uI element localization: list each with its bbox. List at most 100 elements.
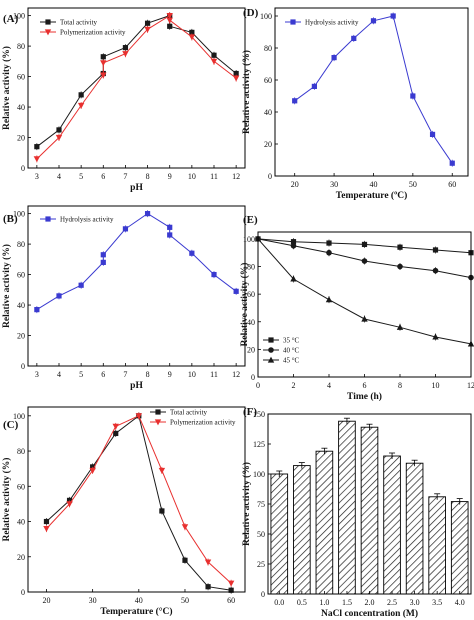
x-tick-label: 4.0: [455, 598, 465, 607]
x-tick-label: 2: [292, 381, 296, 390]
data-point: [228, 587, 234, 593]
y-tick-label: 0: [261, 590, 265, 599]
data-point: [410, 93, 416, 99]
x-tick-label: 9: [168, 172, 172, 181]
data-point: [34, 307, 40, 313]
plot-frame: [27, 205, 246, 367]
bar: [450, 501, 469, 595]
x-tick-label: 10: [188, 172, 196, 181]
series-line: [257, 238, 472, 345]
data-point: [55, 134, 63, 141]
x-tick-label: 3.0: [410, 598, 420, 607]
legend-label: Total activity: [60, 19, 98, 27]
data-point: [100, 259, 106, 265]
bar: [405, 462, 424, 595]
data-point: [233, 70, 239, 77]
data-point: [326, 240, 332, 246]
y-tick-label: 80: [17, 42, 25, 51]
data-point: [135, 413, 143, 420]
data-point: [211, 52, 217, 58]
data-point: [361, 258, 368, 264]
panel-label: (B): [3, 213, 18, 225]
data-point: [89, 467, 96, 474]
data-point: [211, 271, 217, 278]
y-tick-label: 80: [17, 240, 25, 249]
y-axis-title: Relative activity (%): [1, 458, 12, 542]
x-tick-label: 5: [79, 172, 83, 181]
bar: [383, 455, 401, 595]
data-point: [181, 524, 189, 531]
y-tick-label: 25: [257, 560, 265, 569]
x-tick-label: 6: [101, 172, 105, 181]
data-point: [189, 29, 195, 35]
y-tick-label: 40: [264, 108, 272, 117]
data-point: [227, 580, 235, 587]
x-tick-label: 4: [57, 370, 61, 379]
x-tick-label: 0: [256, 381, 260, 390]
data-point: [78, 282, 84, 288]
x-tick-label: 7: [123, 370, 127, 379]
data-point: [78, 92, 84, 98]
data-point: [66, 501, 73, 508]
data-point: [167, 23, 173, 29]
y-tick-label: 100: [13, 412, 25, 421]
x-tick-label: 1.0: [319, 598, 329, 607]
panel-label: (E): [243, 214, 258, 226]
y-tick-label: 80: [264, 44, 272, 53]
data-point: [56, 127, 62, 133]
y-axis-title: Relative activity (%): [1, 244, 12, 328]
legend-label: 45 °C: [283, 357, 300, 365]
data-point: [77, 102, 85, 109]
data-point: [290, 239, 297, 245]
y-tick-label: 60: [17, 482, 25, 491]
data-point: [432, 333, 439, 340]
data-point: [159, 508, 165, 514]
panel-4: (E)Relative activity (%)Time (h)02040608…: [239, 214, 474, 402]
data-point: [397, 263, 403, 270]
x-tick-label: 5: [79, 370, 83, 379]
panel-label: (C): [3, 419, 19, 431]
series-line: [46, 415, 232, 584]
legend-label: Hydrolysis activity: [305, 19, 359, 27]
x-tick-label: 4: [57, 172, 61, 181]
y-tick-label: 20: [17, 332, 25, 341]
legend-label: 35 °C: [283, 337, 300, 345]
y-tick-label: 100: [243, 235, 255, 244]
x-tick-label: 20: [291, 180, 299, 189]
x-tick-label: 20: [42, 596, 50, 605]
y-tick-label: 150: [253, 410, 265, 419]
x-tick-label: 2.5: [387, 598, 397, 607]
data-point: [166, 17, 173, 24]
data-point: [144, 211, 151, 217]
panel-label: (D): [243, 7, 259, 19]
y-tick-label: 60: [17, 271, 25, 280]
legend-label: Total activity: [170, 409, 208, 417]
y-tick-label: 20: [17, 134, 25, 143]
data-point: [432, 247, 439, 253]
data-point: [397, 244, 403, 250]
data-point: [311, 83, 317, 89]
y-tick-label: 20: [264, 140, 272, 149]
y-tick-label: 60: [264, 76, 272, 85]
x-tick-label: 1.5: [342, 598, 352, 607]
y-tick-label: 50: [257, 530, 265, 539]
data-point: [144, 20, 151, 26]
x-tick-label: 8: [146, 370, 150, 379]
data-point: [189, 250, 195, 256]
data-point: [204, 559, 212, 566]
data-point: [429, 131, 436, 137]
y-tick-label: 40: [17, 103, 25, 112]
x-axis-title: Temperature (ºC): [336, 190, 407, 201]
bar: [270, 473, 289, 595]
x-tick-label: 8: [398, 381, 402, 390]
series-line: [36, 213, 237, 311]
y-axis-title: Relative activity (%): [241, 50, 252, 134]
x-tick-label: 12: [232, 172, 240, 181]
y-axis-title: Relative activity (%): [241, 462, 252, 546]
data-point: [361, 315, 368, 322]
data-point: [112, 423, 119, 430]
x-tick-label: 50: [409, 180, 417, 189]
panel-5: (F) Relative activity (%) NaCl concentrati…: [241, 406, 472, 619]
y-tick-label: 20: [17, 553, 25, 562]
